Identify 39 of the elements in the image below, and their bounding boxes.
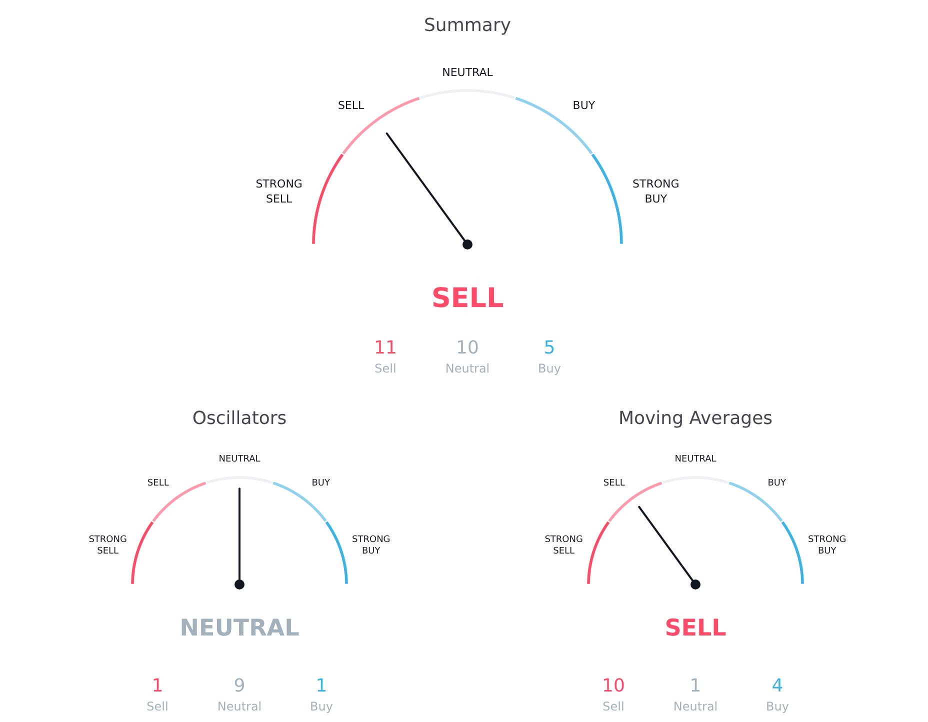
category-label: Neutral [217,700,262,714]
category-label: Sell [146,700,168,714]
chart-title: Summary [424,15,512,36]
slice-label: NEUTRAL [218,454,260,464]
data-label: 11 [374,338,397,358]
slice-label: STRONG BUY [632,177,680,206]
data-label: 10 [602,676,625,696]
category-label: Neutral [445,362,490,376]
slice-label: NEUTRAL [442,66,494,79]
category-label: Sell [602,700,624,714]
chart-title: Moving Averages [618,408,773,429]
data-label: 4 [772,676,784,696]
category-label: Buy [310,700,333,714]
category-label: Neutral [673,700,718,714]
slice-label: SELL [147,478,169,488]
data-label: 10 [456,338,479,358]
text: SELL [431,283,504,314]
slice-label: STRONG SELL [544,535,583,557]
data-label: 5 [544,338,556,358]
slice-label: SELL [338,98,366,112]
category-label: Sell [374,362,396,376]
category-label: Buy [538,362,561,376]
chart-title: Oscillators [192,408,287,429]
data-label: 9 [234,676,246,696]
category-label: Buy [766,700,789,714]
slice-label: STRONG BUY [808,535,846,557]
slice-label: BUY [768,478,786,488]
slice-label: STRONG SELL [88,535,127,557]
slice-label: SELL [603,478,625,488]
data-label: 1 [152,676,164,696]
text: NEUTRAL [180,616,300,642]
slice-label: BUY [312,478,330,488]
slice-label: STRONG BUY [352,535,390,557]
slice-label: STRONG SELL [256,177,302,206]
data-label: 1 [690,676,702,696]
slice-label: NEUTRAL [674,454,716,464]
slice-label: BUY [572,98,596,112]
data-label: 1 [316,676,328,696]
text: SELL [664,616,727,642]
